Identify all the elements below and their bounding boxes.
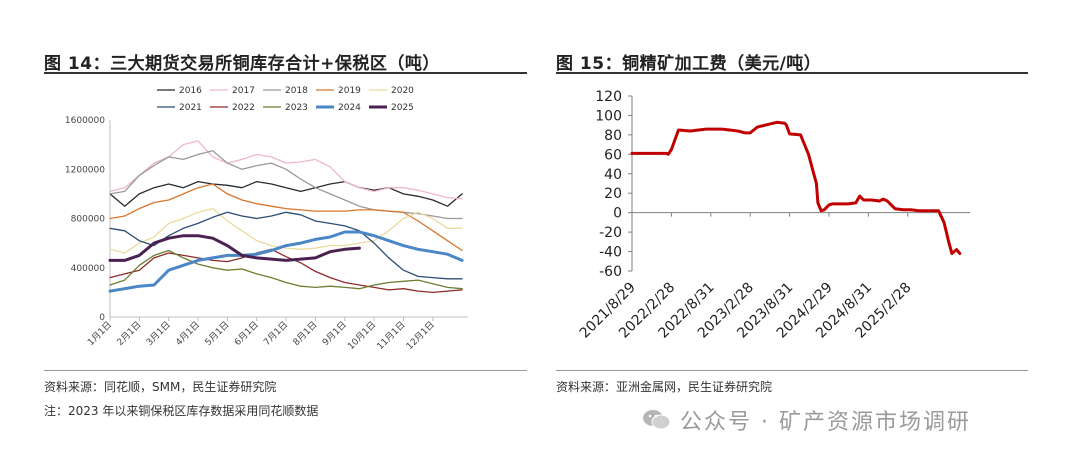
tc-series-line xyxy=(630,120,962,255)
left-x-tick-label: 10月1日 xyxy=(346,319,379,352)
left-x-tick-label: 5月1日 xyxy=(203,319,232,348)
left-source: 资料来源：同花顺，SMM，民生证券研究院 xyxy=(44,380,277,394)
right-y-tick-label: 20 xyxy=(604,186,622,202)
left-note: 注：2023 年以来铜保税区库存数据采用同花顺数据 xyxy=(44,404,319,418)
left-y-tick-label: 1200000 xyxy=(65,165,105,175)
left-x-tick-label: 4月1日 xyxy=(174,319,203,348)
legend-label-2024: 2024 xyxy=(338,103,361,113)
right-y-tick-label: 80 xyxy=(604,128,622,144)
right-source: 资料来源：亚洲金属网，民生证券研究院 xyxy=(556,380,773,394)
series-line-2023 xyxy=(109,249,463,290)
legend-label-2023: 2023 xyxy=(285,103,308,113)
legend-label-2020: 2020 xyxy=(391,86,414,96)
right-y-tick-label: -20 xyxy=(599,225,622,241)
right-y-tick-label: 60 xyxy=(604,147,622,163)
series-line-2019 xyxy=(109,183,463,252)
series-line-2016 xyxy=(109,180,463,207)
series-line-2021 xyxy=(109,211,463,280)
legend-label-2016: 2016 xyxy=(179,86,202,96)
legend-label-2019: 2019 xyxy=(338,86,361,96)
left-x-tick-label: 7月1日 xyxy=(262,319,291,348)
right-y-tick-label: 40 xyxy=(604,167,622,183)
left-bottom-rule xyxy=(44,370,527,371)
left-y-tick-label: 1600000 xyxy=(65,116,105,126)
series-line-2025 xyxy=(108,234,361,262)
left-chart-title: 图 14：三大期货交易所铜库存合计+保税区（吨） xyxy=(44,54,440,74)
left-x-tick-label: 2月1日 xyxy=(115,319,144,348)
left-x-tick-label: 11月1日 xyxy=(375,319,408,352)
right-bottom-rule xyxy=(556,370,1028,371)
left-x-tick-label: 8月1日 xyxy=(291,319,320,348)
left-x-tick-label: 6月1日 xyxy=(232,319,261,348)
left-x-tick-label: 9月1日 xyxy=(320,319,349,348)
left-x-tick-label: 3月1日 xyxy=(144,319,173,348)
legend-label-2017: 2017 xyxy=(232,86,255,96)
right-chart: -60-40-200204060801001202021/8/292022/2/… xyxy=(577,89,970,342)
right-title-rule xyxy=(556,72,1028,74)
legend-label-2021: 2021 xyxy=(179,103,202,113)
right-y-tick-label: -60 xyxy=(599,264,622,280)
right-y-tick-label: 100 xyxy=(595,108,622,124)
left-title-rule xyxy=(44,72,527,74)
left-chart: 0 400000 800000 1200000 1600000 1月1日 2月1日 3月1日 4… xyxy=(65,86,468,352)
legend-label-2022: 2022 xyxy=(232,103,255,113)
right-y-tick-label: 120 xyxy=(595,89,622,105)
legend-label-2025: 2025 xyxy=(391,103,414,113)
left-y-tick-label: 400000 xyxy=(71,264,106,274)
right-y-tick-label: -40 xyxy=(599,245,622,261)
legend-label-2018: 2018 xyxy=(285,86,308,96)
series-line-2024 xyxy=(108,230,464,293)
left-x-tick-label: 1月1日 xyxy=(86,319,115,348)
right-chart-title: 图 15：铜精矿加工费（美元/吨） xyxy=(556,54,822,74)
series-line-2022 xyxy=(109,248,463,294)
left-y-tick-label: 0 xyxy=(99,313,105,323)
left-y-tick-label: 800000 xyxy=(71,215,106,225)
series-line-2020 xyxy=(109,207,463,254)
left-x-tick-label: 12月1日 xyxy=(404,319,437,352)
watermark-text: 公众号 · 矿产资源市场调研 xyxy=(680,410,971,435)
right-y-tick-label: 0 xyxy=(613,206,622,222)
wechat-icon xyxy=(643,410,671,430)
